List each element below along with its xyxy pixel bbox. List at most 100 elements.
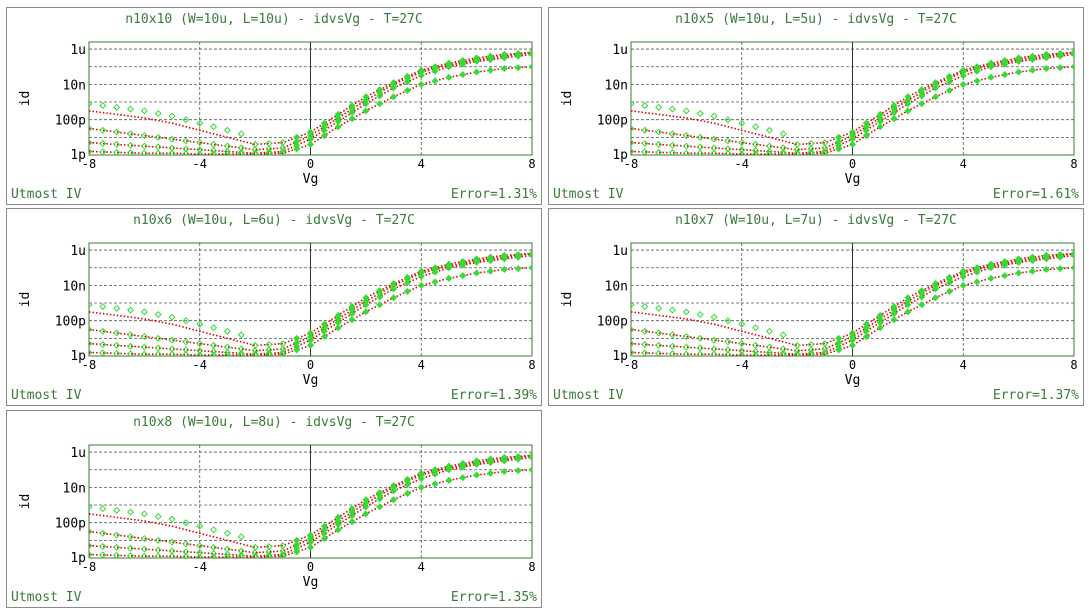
x-tick-label: -4	[193, 358, 207, 372]
measured-point	[113, 140, 121, 148]
sim-series-line	[89, 252, 532, 347]
measured-point	[710, 313, 718, 321]
measured-point	[293, 548, 301, 556]
measured-point	[265, 551, 273, 558]
measured-point	[89, 550, 93, 558]
measured-point	[987, 73, 995, 81]
measured-point	[876, 123, 884, 131]
measured-point	[738, 347, 746, 355]
measured-point	[514, 52, 522, 60]
measured-point	[265, 150, 273, 155]
measured-point	[835, 145, 843, 153]
measured-point	[362, 510, 370, 518]
measured-point	[765, 351, 773, 356]
measured-point	[127, 508, 135, 516]
measured-point	[752, 348, 760, 356]
measured-point	[99, 529, 107, 537]
measured-point	[113, 551, 121, 558]
measured-point	[431, 67, 439, 75]
measured-point	[500, 64, 508, 72]
measured-point	[807, 346, 815, 354]
measured-point	[445, 264, 453, 272]
measured-point	[779, 349, 787, 356]
measured-point	[1001, 261, 1009, 269]
measured-point	[431, 278, 439, 286]
x-tick-label: 0	[307, 560, 314, 574]
measured-point	[251, 350, 259, 356]
measured-point	[89, 340, 93, 348]
x-axis-label: Vg	[303, 575, 319, 590]
x-axis-label: Vg	[845, 172, 861, 187]
measured-point	[140, 132, 148, 140]
measured-point	[99, 327, 107, 335]
measured-point	[655, 128, 663, 136]
measured-point	[140, 545, 148, 553]
measured-point	[876, 324, 884, 332]
y-tick-label: 1p	[612, 349, 628, 364]
y-tick-label: 1u	[70, 244, 86, 259]
measured-point	[738, 139, 746, 147]
measured-point	[210, 351, 218, 356]
measured-point	[251, 149, 259, 155]
measured-point	[182, 548, 190, 556]
measured-point	[265, 346, 273, 354]
measured-point	[793, 149, 801, 155]
measured-point	[376, 92, 384, 100]
measured-point	[973, 268, 981, 276]
measured-point	[348, 316, 356, 324]
measured-point	[168, 515, 176, 523]
sim-series-line	[89, 65, 532, 155]
measured-point	[752, 150, 760, 155]
measured-point	[237, 351, 245, 356]
measured-point	[127, 331, 135, 339]
measured-point	[779, 351, 787, 356]
measured-point	[682, 333, 690, 341]
measured-point	[459, 463, 467, 471]
measured-point	[376, 301, 384, 309]
sim-series-line	[631, 51, 1074, 146]
measured-point	[293, 145, 301, 153]
measured-point	[473, 57, 481, 65]
measured-point	[265, 145, 273, 153]
measured-point	[641, 148, 649, 155]
x-tick-label: 8	[528, 157, 535, 171]
measured-point	[99, 140, 107, 148]
y-tick-label: 1u	[70, 43, 86, 58]
sim-series-line	[89, 468, 532, 558]
x-tick-label: 4	[418, 157, 425, 171]
measured-point	[1042, 255, 1050, 263]
chart-panel: n10x7 (W=10u, L=7u) - idvsVg - T=27C 1u 10…	[548, 208, 1084, 406]
measured-point	[196, 549, 204, 557]
measured-point	[140, 308, 148, 316]
measured-point	[641, 303, 649, 311]
y-axis-label: id	[560, 292, 575, 308]
measured-point	[376, 100, 384, 108]
measured-point	[669, 342, 677, 350]
measured-point	[528, 63, 532, 71]
measured-point	[682, 149, 690, 155]
measured-point	[514, 265, 522, 273]
measured-point	[154, 110, 162, 118]
measured-point	[945, 288, 953, 296]
measured-point	[362, 503, 370, 511]
measured-point	[807, 145, 815, 153]
x-tick-label: 8	[1070, 358, 1077, 372]
measured-point	[251, 553, 259, 558]
measured-point	[168, 149, 176, 155]
measured-point	[196, 139, 204, 147]
measured-point	[945, 78, 953, 86]
measured-point	[1042, 64, 1050, 72]
measured-point	[390, 84, 398, 92]
measured-point	[641, 140, 649, 148]
measured-point	[196, 351, 204, 356]
measured-point	[500, 467, 508, 475]
sim-series-line	[89, 266, 532, 356]
measured-point	[655, 103, 663, 111]
measured-point	[196, 340, 204, 348]
measured-point	[1028, 257, 1036, 265]
y-tick-label: 10n	[63, 279, 86, 294]
measured-point	[334, 123, 342, 131]
measured-point	[168, 350, 176, 356]
measured-point	[237, 130, 245, 138]
measured-point	[738, 146, 746, 154]
